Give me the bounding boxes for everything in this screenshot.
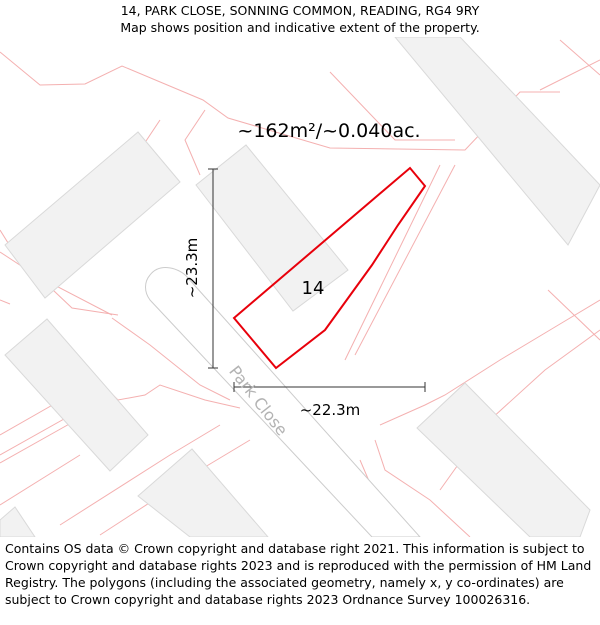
property-plot-14[interactable] xyxy=(232,166,427,370)
address-title: 14, PARK CLOSE, SONNING COMMON, READING,… xyxy=(120,3,480,18)
property-map[interactable]: ~162m²/~0.040ac. 14 Park Close ~23.3m ~2… xyxy=(0,37,600,537)
plot-number-label: 14 xyxy=(302,278,325,299)
buildings xyxy=(0,37,600,537)
height-measure-label: ~23.3m xyxy=(183,238,201,299)
width-measure-label: ~22.3m xyxy=(300,401,361,419)
copyright-notice: Contains OS data © Crown copyright and d… xyxy=(5,541,592,607)
area-label: ~162m²/~0.040ac. xyxy=(237,120,420,142)
park-close-road xyxy=(111,267,421,537)
map-subtitle: Map shows position and indicative extent… xyxy=(120,20,480,35)
map-header: 14, PARK CLOSE, SONNING COMMON, READING,… xyxy=(0,0,600,37)
width-measure xyxy=(233,382,426,392)
height-measure xyxy=(208,168,218,369)
